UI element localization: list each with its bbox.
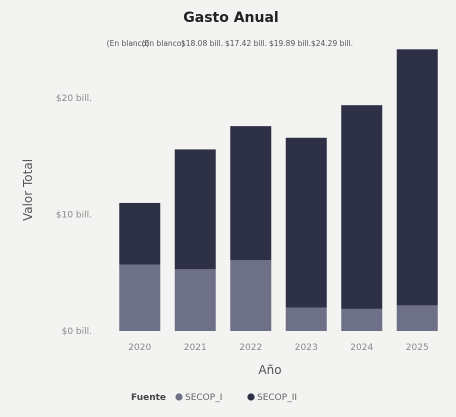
x-axis-ticks: 2020 2021 2022 2023 2024 2025 bbox=[128, 343, 428, 353]
bars bbox=[119, 49, 438, 331]
data-label: (En blanco) bbox=[107, 39, 150, 48]
chart-title: Gasto Anual bbox=[183, 10, 278, 26]
legend-marker bbox=[247, 393, 255, 401]
x-tick-label: 2024 bbox=[350, 343, 373, 353]
bar-secop-i-2022[interactable] bbox=[230, 259, 272, 331]
x-tick-label: 2025 bbox=[406, 343, 429, 353]
y-axis-ticks: $0 bill. $10 bill. $20 bill. bbox=[56, 94, 92, 337]
legend: Fuente SECOP_I SECOP_II bbox=[131, 393, 297, 403]
bar-secop-i-2024[interactable] bbox=[341, 308, 383, 331]
data-labels: (En blanco)(En blanco)$18.08 bill. $17.42… bbox=[107, 39, 353, 48]
y-tick-label: $0 bill. bbox=[62, 327, 92, 337]
bar-secop-i-2020[interactable] bbox=[119, 264, 161, 331]
y-tick-label: $10 bill. bbox=[56, 211, 92, 221]
bar-secop-i-2021[interactable] bbox=[174, 269, 216, 331]
data-label: $19.89 bill. bbox=[269, 39, 311, 48]
x-tick-label: 2020 bbox=[128, 343, 151, 353]
data-label: $18.08 bill. bbox=[181, 39, 223, 48]
legend-marker bbox=[175, 393, 183, 401]
bar-secop-ii-2021[interactable] bbox=[174, 149, 216, 270]
x-tick-label: 2022 bbox=[239, 343, 262, 353]
y-tick-label: $20 bill. bbox=[56, 94, 92, 104]
bar-secop-i-2023[interactable] bbox=[285, 307, 327, 331]
x-tick-label: 2023 bbox=[295, 343, 318, 353]
bar-secop-ii-2024[interactable] bbox=[341, 105, 383, 309]
bar-secop-ii-2022[interactable] bbox=[230, 126, 272, 260]
bar-secop-ii-2023[interactable] bbox=[285, 137, 327, 308]
y-axis-label: Valor Total bbox=[21, 159, 35, 221]
bar-secop-i-2025[interactable] bbox=[396, 305, 438, 331]
legend-entry[interactable]: SECOP_II bbox=[257, 393, 297, 403]
x-axis-label: Año bbox=[258, 363, 281, 377]
x-tick-label: 2021 bbox=[184, 343, 207, 353]
data-label: $24.29 bill. bbox=[311, 39, 353, 48]
data-label: (En blanco) bbox=[142, 39, 185, 48]
legend-title: Fuente bbox=[131, 393, 166, 403]
bar-secop-ii-2025[interactable] bbox=[396, 49, 438, 306]
data-label: $17.42 bill. bbox=[225, 39, 267, 48]
legend-entry[interactable]: SECOP_I bbox=[185, 393, 222, 403]
bar-secop-ii-2020[interactable] bbox=[119, 202, 161, 265]
